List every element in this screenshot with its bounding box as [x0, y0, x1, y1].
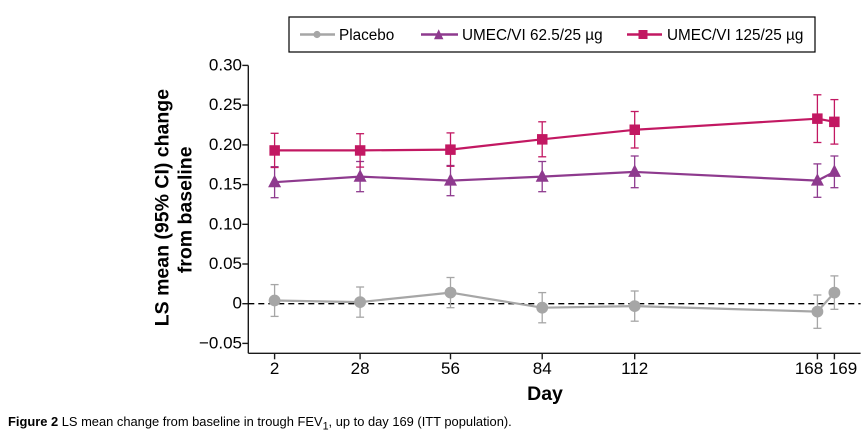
svg-text:0: 0 [233, 294, 242, 313]
svg-text:LS mean (95% CI) change: LS mean (95% CI) change [152, 89, 174, 326]
svg-text:0.05: 0.05 [209, 254, 242, 273]
svg-text:28: 28 [351, 359, 370, 378]
svg-text:UMEC/VI 62.5/25 µg: UMEC/VI 62.5/25 µg [462, 27, 603, 44]
svg-text:0.10: 0.10 [209, 214, 242, 233]
svg-text:UMEC/VI 125/25 µg: UMEC/VI 125/25 µg [667, 27, 803, 44]
svg-text:Placebo: Placebo [339, 27, 394, 44]
svg-text:112: 112 [621, 359, 648, 378]
svg-text:Day: Day [527, 383, 563, 405]
svg-text:84: 84 [533, 359, 552, 378]
svg-text:from baseline: from baseline [175, 146, 197, 273]
svg-text:169: 169 [829, 359, 857, 378]
svg-text:0.20: 0.20 [209, 135, 242, 154]
svg-text:−0.05: −0.05 [199, 333, 242, 352]
svg-text:56: 56 [441, 359, 460, 378]
svg-text:0.15: 0.15 [209, 175, 242, 194]
svg-text:168: 168 [795, 359, 823, 378]
svg-text:0.30: 0.30 [209, 56, 242, 75]
svg-text:2: 2 [270, 359, 279, 378]
svg-text:0.25: 0.25 [209, 95, 242, 114]
